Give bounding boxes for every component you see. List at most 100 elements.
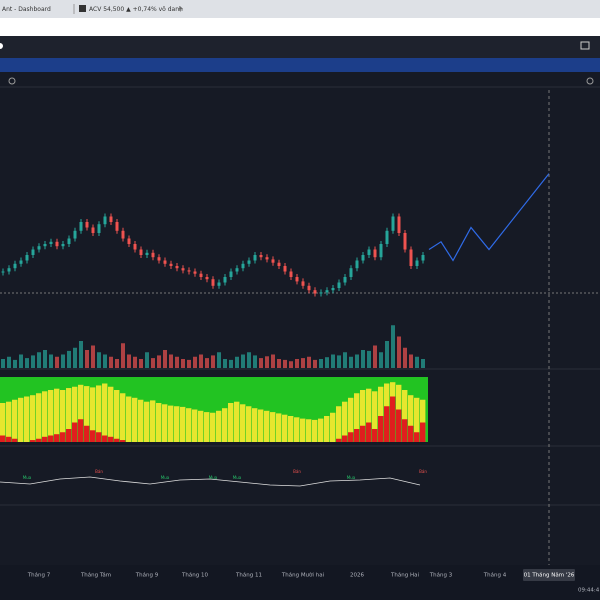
info-strip <box>0 58 600 72</box>
trend-bar <box>276 413 282 442</box>
chart-area <box>0 72 600 565</box>
trend-bar <box>96 385 102 442</box>
trend-bar <box>150 400 156 442</box>
x-tick-label: Tháng Hai <box>390 572 419 579</box>
trend-bar <box>132 397 138 442</box>
volume-bar <box>271 354 275 368</box>
trend-bar <box>120 393 126 442</box>
trend-bar <box>198 410 204 442</box>
pressure-bar <box>66 429 72 442</box>
candle-body <box>205 277 209 280</box>
volume-bar <box>361 350 365 368</box>
trend-bar <box>48 390 54 442</box>
volume-bar <box>205 358 209 368</box>
volume-bar <box>367 350 371 368</box>
candle-body <box>223 277 227 283</box>
pressure-bar <box>12 438 18 442</box>
trend-bar <box>324 416 330 442</box>
candle-body <box>355 260 359 269</box>
candle-body <box>103 216 107 225</box>
volume-bar <box>247 352 251 368</box>
pressure-bar <box>90 430 96 442</box>
menu-icon[interactable] <box>0 43 3 49</box>
candle-body <box>253 255 257 261</box>
candle-body <box>169 263 173 266</box>
volume-bar <box>97 352 101 368</box>
signal-label: Mua <box>209 475 218 480</box>
candle-body <box>331 288 335 291</box>
candle-body <box>361 255 365 261</box>
trend-bar <box>294 417 300 442</box>
candle-body <box>25 255 29 261</box>
toolbar <box>0 36 600 58</box>
volume-bar <box>73 347 77 368</box>
volume-bar <box>151 358 155 368</box>
tab[interactable] <box>77 1 172 18</box>
candle-body <box>157 257 161 261</box>
x-axis <box>0 565 600 600</box>
x-tick-label: Tháng Mười hai <box>281 572 325 579</box>
trend-bar <box>174 406 180 442</box>
candle-body <box>415 260 419 266</box>
candle-body <box>373 249 377 258</box>
volume-bar <box>1 359 5 368</box>
candle-body <box>211 279 215 286</box>
volume-bar <box>397 336 401 368</box>
pressure-bar <box>120 440 126 442</box>
volume-bar <box>223 359 227 368</box>
trend-bar <box>126 396 132 442</box>
candle-body <box>397 216 401 233</box>
pressure-bar <box>102 435 108 442</box>
pressure-bar <box>414 432 420 442</box>
pane-icon[interactable] <box>8 77 16 85</box>
candle-body <box>133 244 137 250</box>
signal-label: Bán <box>293 469 301 474</box>
trend-bar <box>114 390 120 442</box>
pressure-bar <box>78 419 84 442</box>
candle-body <box>343 277 347 283</box>
cursor-label: 01 Tháng Năm '26 <box>524 572 575 579</box>
trend-bar <box>378 386 384 442</box>
fullscreen-icon[interactable] <box>580 41 590 50</box>
candle-body <box>301 281 305 286</box>
volume-bar <box>409 354 413 368</box>
volume-bar <box>385 341 389 368</box>
new-tab[interactable]: + <box>177 5 184 14</box>
signal-label: Bán <box>95 469 103 474</box>
volume-bar <box>277 359 281 368</box>
volume-bar <box>301 358 305 368</box>
tab[interactable] <box>0 1 70 18</box>
pressure-bar <box>420 422 426 442</box>
volume-bar <box>67 350 71 368</box>
candle-body <box>277 262 281 266</box>
trend-bar <box>72 386 78 442</box>
candle-body <box>115 222 119 231</box>
candle-body <box>241 263 245 269</box>
volume-bar <box>337 355 341 368</box>
settings-icon[interactable] <box>586 77 594 85</box>
volume-bar <box>187 359 191 368</box>
volume-bar <box>7 356 11 368</box>
trend-bar <box>0 403 6 442</box>
tab-title: Ant - Dashboard <box>2 6 51 13</box>
pressure-bar <box>336 438 342 442</box>
volume-bar <box>37 352 41 368</box>
x-tick-label: Tháng 9 <box>135 572 159 579</box>
volume-bar <box>25 358 29 368</box>
pressure-bar <box>36 438 42 442</box>
pressure-bar <box>6 436 12 442</box>
candle-body <box>247 260 251 264</box>
trend-bar <box>282 414 288 442</box>
volume-bar <box>289 361 293 368</box>
trend-bar <box>342 401 348 442</box>
trend-bar <box>330 412 336 442</box>
candle-body <box>307 285 311 291</box>
trend-bar <box>204 412 210 442</box>
candle-body <box>325 290 329 293</box>
trend-bar <box>108 386 114 442</box>
pressure-bar <box>354 429 360 442</box>
candle-body <box>55 241 59 247</box>
pressure-bar <box>396 409 402 442</box>
candle-body <box>271 259 275 263</box>
